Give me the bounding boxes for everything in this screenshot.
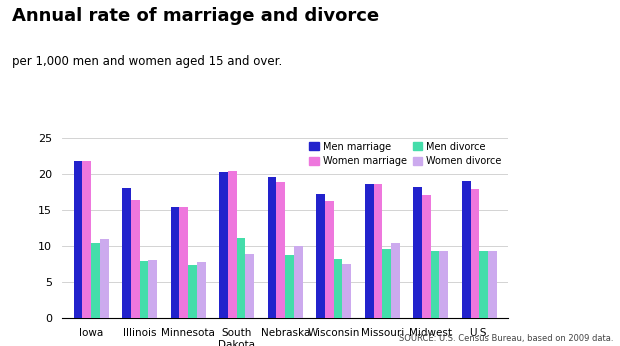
Bar (140, 261, 148, 318)
Bar (342, 264, 351, 318)
Text: Annual rate of marriage and divorce: Annual rate of marriage and divorce (12, 7, 379, 25)
Bar (471, 190, 479, 318)
Bar (91, 244, 100, 318)
Text: SOURCE: U.S. Census Bureau, based on 2009 data.: SOURCE: U.S. Census Bureau, based on 200… (399, 334, 614, 343)
Bar (365, 184, 373, 318)
Bar (219, 172, 228, 318)
Bar (100, 239, 108, 318)
Bar (391, 243, 400, 318)
Bar (440, 251, 448, 318)
Bar (431, 252, 440, 318)
Bar (316, 194, 325, 318)
Bar (294, 246, 303, 318)
Bar (277, 182, 285, 318)
Bar (246, 254, 254, 318)
Bar (383, 249, 391, 318)
Bar (188, 265, 197, 318)
Bar (228, 171, 237, 318)
Bar (422, 194, 431, 318)
Bar (170, 208, 179, 318)
Bar (268, 176, 277, 318)
Bar (414, 186, 422, 318)
Bar (285, 255, 294, 318)
Bar (479, 252, 488, 318)
Text: per 1,000 men and women aged 15 and over.: per 1,000 men and women aged 15 and over… (12, 55, 283, 69)
Bar (325, 201, 334, 318)
Bar (148, 260, 157, 318)
Bar (197, 262, 206, 318)
Bar (488, 251, 497, 318)
Bar (74, 162, 82, 318)
Bar (122, 188, 131, 318)
Bar (237, 238, 246, 318)
Bar (179, 208, 188, 318)
Legend: Men marriage, Women marriage, Men divorce, Women divorce: Men marriage, Women marriage, Men divorc… (308, 140, 503, 169)
Bar (334, 258, 342, 318)
Bar (131, 200, 140, 318)
Bar (373, 184, 383, 318)
Bar (82, 162, 91, 318)
Bar (462, 181, 471, 318)
